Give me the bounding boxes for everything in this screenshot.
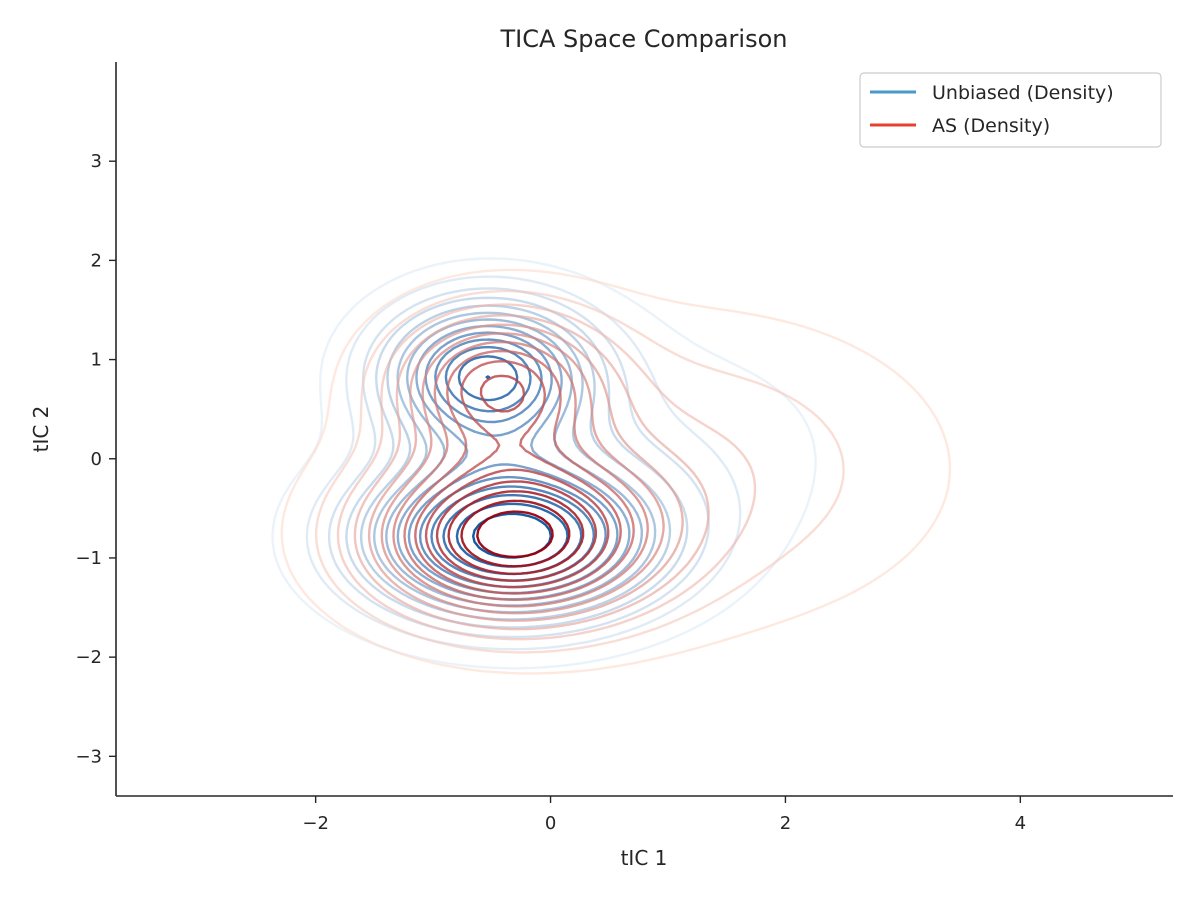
- as-contour-level: [314, 289, 845, 654]
- series-as-contours: [280, 268, 952, 675]
- as-contour-level: [476, 510, 554, 559]
- x-tick-label: 4: [1015, 813, 1026, 834]
- plot-area: [271, 257, 952, 675]
- y-tick-label: 0: [91, 449, 102, 470]
- y-tick-label: 3: [91, 151, 102, 172]
- as-contour-level: [447, 490, 585, 576]
- y-tick-label: 1: [91, 350, 102, 371]
- legend-label-unbiased: Unbiased (Density): [932, 82, 1114, 104]
- x-axis-ticks: −2 0 2 4: [302, 796, 1026, 834]
- as-contour-level: [380, 332, 665, 615]
- as-contour-level: [414, 360, 622, 595]
- x-tick-label: 0: [545, 813, 556, 834]
- legend: Unbiased (Density) AS (Density): [859, 72, 1162, 148]
- as-contour-level: [280, 268, 952, 675]
- as-contour-level: [353, 314, 710, 631]
- x-axis-label: tIC 1: [621, 846, 668, 870]
- unbiased-contour-level: [271, 257, 817, 670]
- as-contour-level: [424, 374, 610, 589]
- chart-title: TICA Space Comparison: [499, 25, 787, 53]
- legend-label-as: AS (Density): [932, 115, 1050, 137]
- y-tick-label: −3: [75, 746, 102, 767]
- y-axis-ticks: −3 −2 −1 0 1 2 3: [75, 151, 116, 767]
- y-tick-label: −2: [75, 647, 102, 668]
- as-contour-level: [435, 480, 597, 582]
- legend-box: [859, 72, 1162, 148]
- y-tick-label: 2: [91, 250, 102, 271]
- as-contour-level: [460, 499, 571, 568]
- as-contour-level: [367, 323, 684, 622]
- as-contour-level: [403, 349, 635, 601]
- as-contour-level: [392, 340, 649, 608]
- unbiased-contour-level: [305, 275, 742, 651]
- x-tick-label: 2: [780, 813, 791, 834]
- as-contour-level: [336, 303, 757, 641]
- y-tick-label: −1: [75, 548, 102, 569]
- y-axis-label: tIC 2: [29, 406, 53, 453]
- x-tick-label: −2: [302, 813, 329, 834]
